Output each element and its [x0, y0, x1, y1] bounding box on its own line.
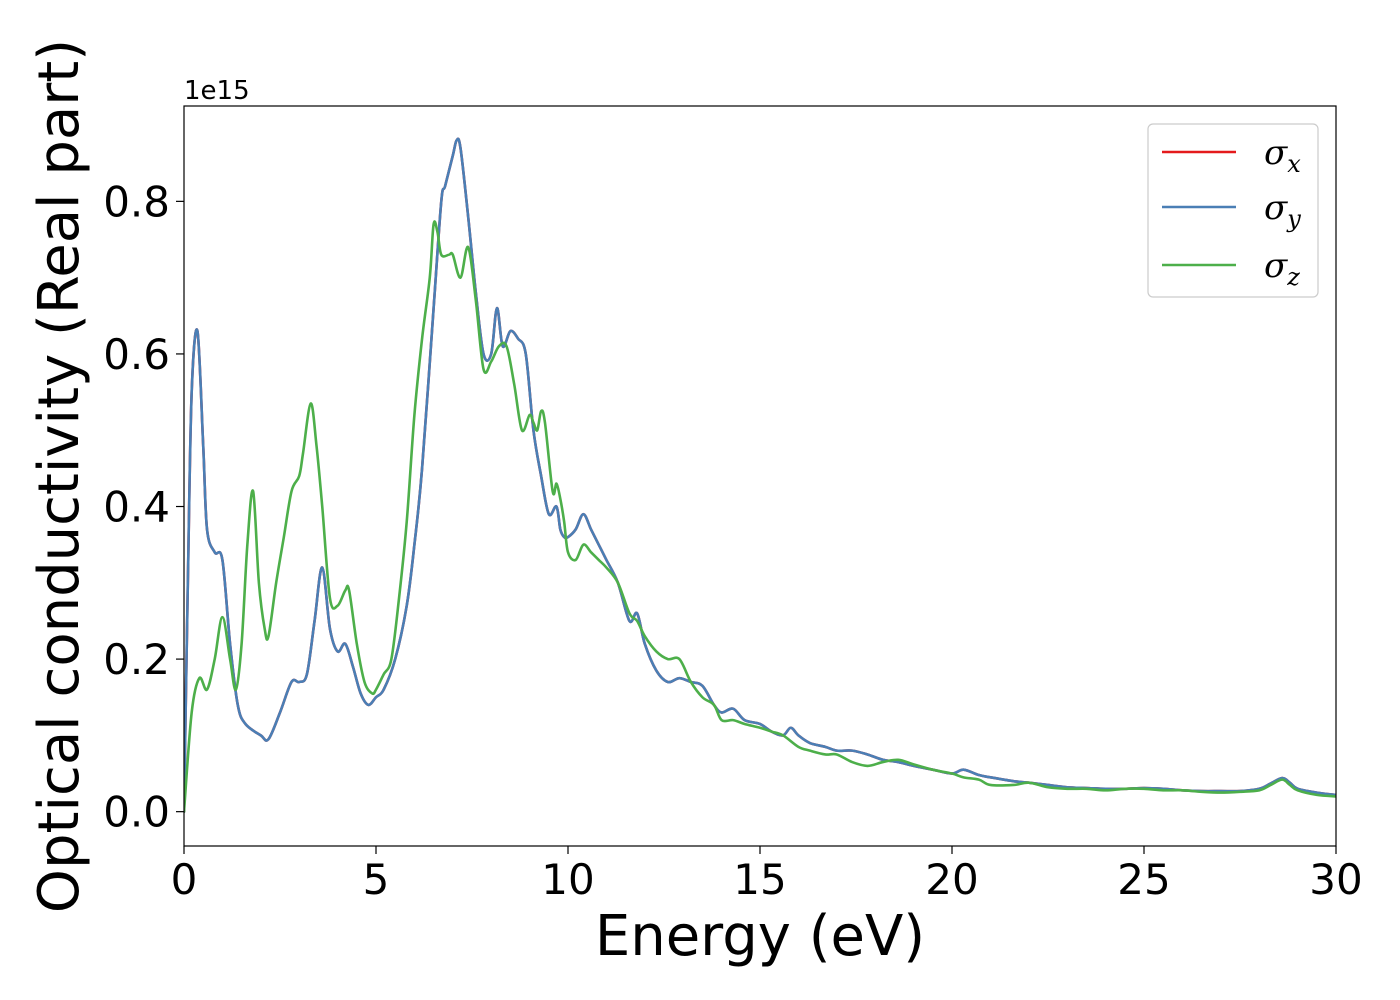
y-tick-label: 0.4 — [103, 483, 170, 532]
x-axis-label: Energy (eV) — [595, 904, 925, 969]
y-tick-label: 0.6 — [103, 330, 170, 379]
y-tick-label: 0.8 — [103, 177, 170, 226]
x-tick-label: 30 — [1309, 855, 1362, 904]
x-tick-label: 0 — [171, 855, 198, 904]
y-offset-label: 1e15 — [184, 76, 250, 106]
x-tick-label: 15 — [733, 855, 786, 904]
y-tick-label: 0.2 — [103, 635, 170, 684]
x-tick-label: 5 — [363, 855, 390, 904]
series-line-y — [184, 137, 1336, 813]
legend: σx σy σz — [1147, 123, 1319, 298]
legend-box — [1147, 123, 1319, 298]
legend-label-z: σz — [1264, 246, 1300, 291]
x-tick-label: 10 — [541, 855, 594, 904]
legend-label-x: σx — [1264, 133, 1301, 178]
series-line-z — [184, 220, 1336, 813]
y-axis-label: Optical conductivity (Real part) — [27, 39, 92, 913]
y-tick-label: 0.0 — [103, 788, 170, 837]
legend-label-y: σy — [1264, 188, 1301, 233]
x-tick-label: 20 — [925, 855, 978, 904]
x-tick-label: 25 — [1117, 855, 1170, 904]
series-layer — [184, 137, 1336, 813]
x-axis-ticks: 0 5 10 15 20 25 30 — [171, 846, 1363, 904]
y-axis-ticks: 0.0 0.2 0.4 0.6 0.8 — [103, 177, 184, 837]
